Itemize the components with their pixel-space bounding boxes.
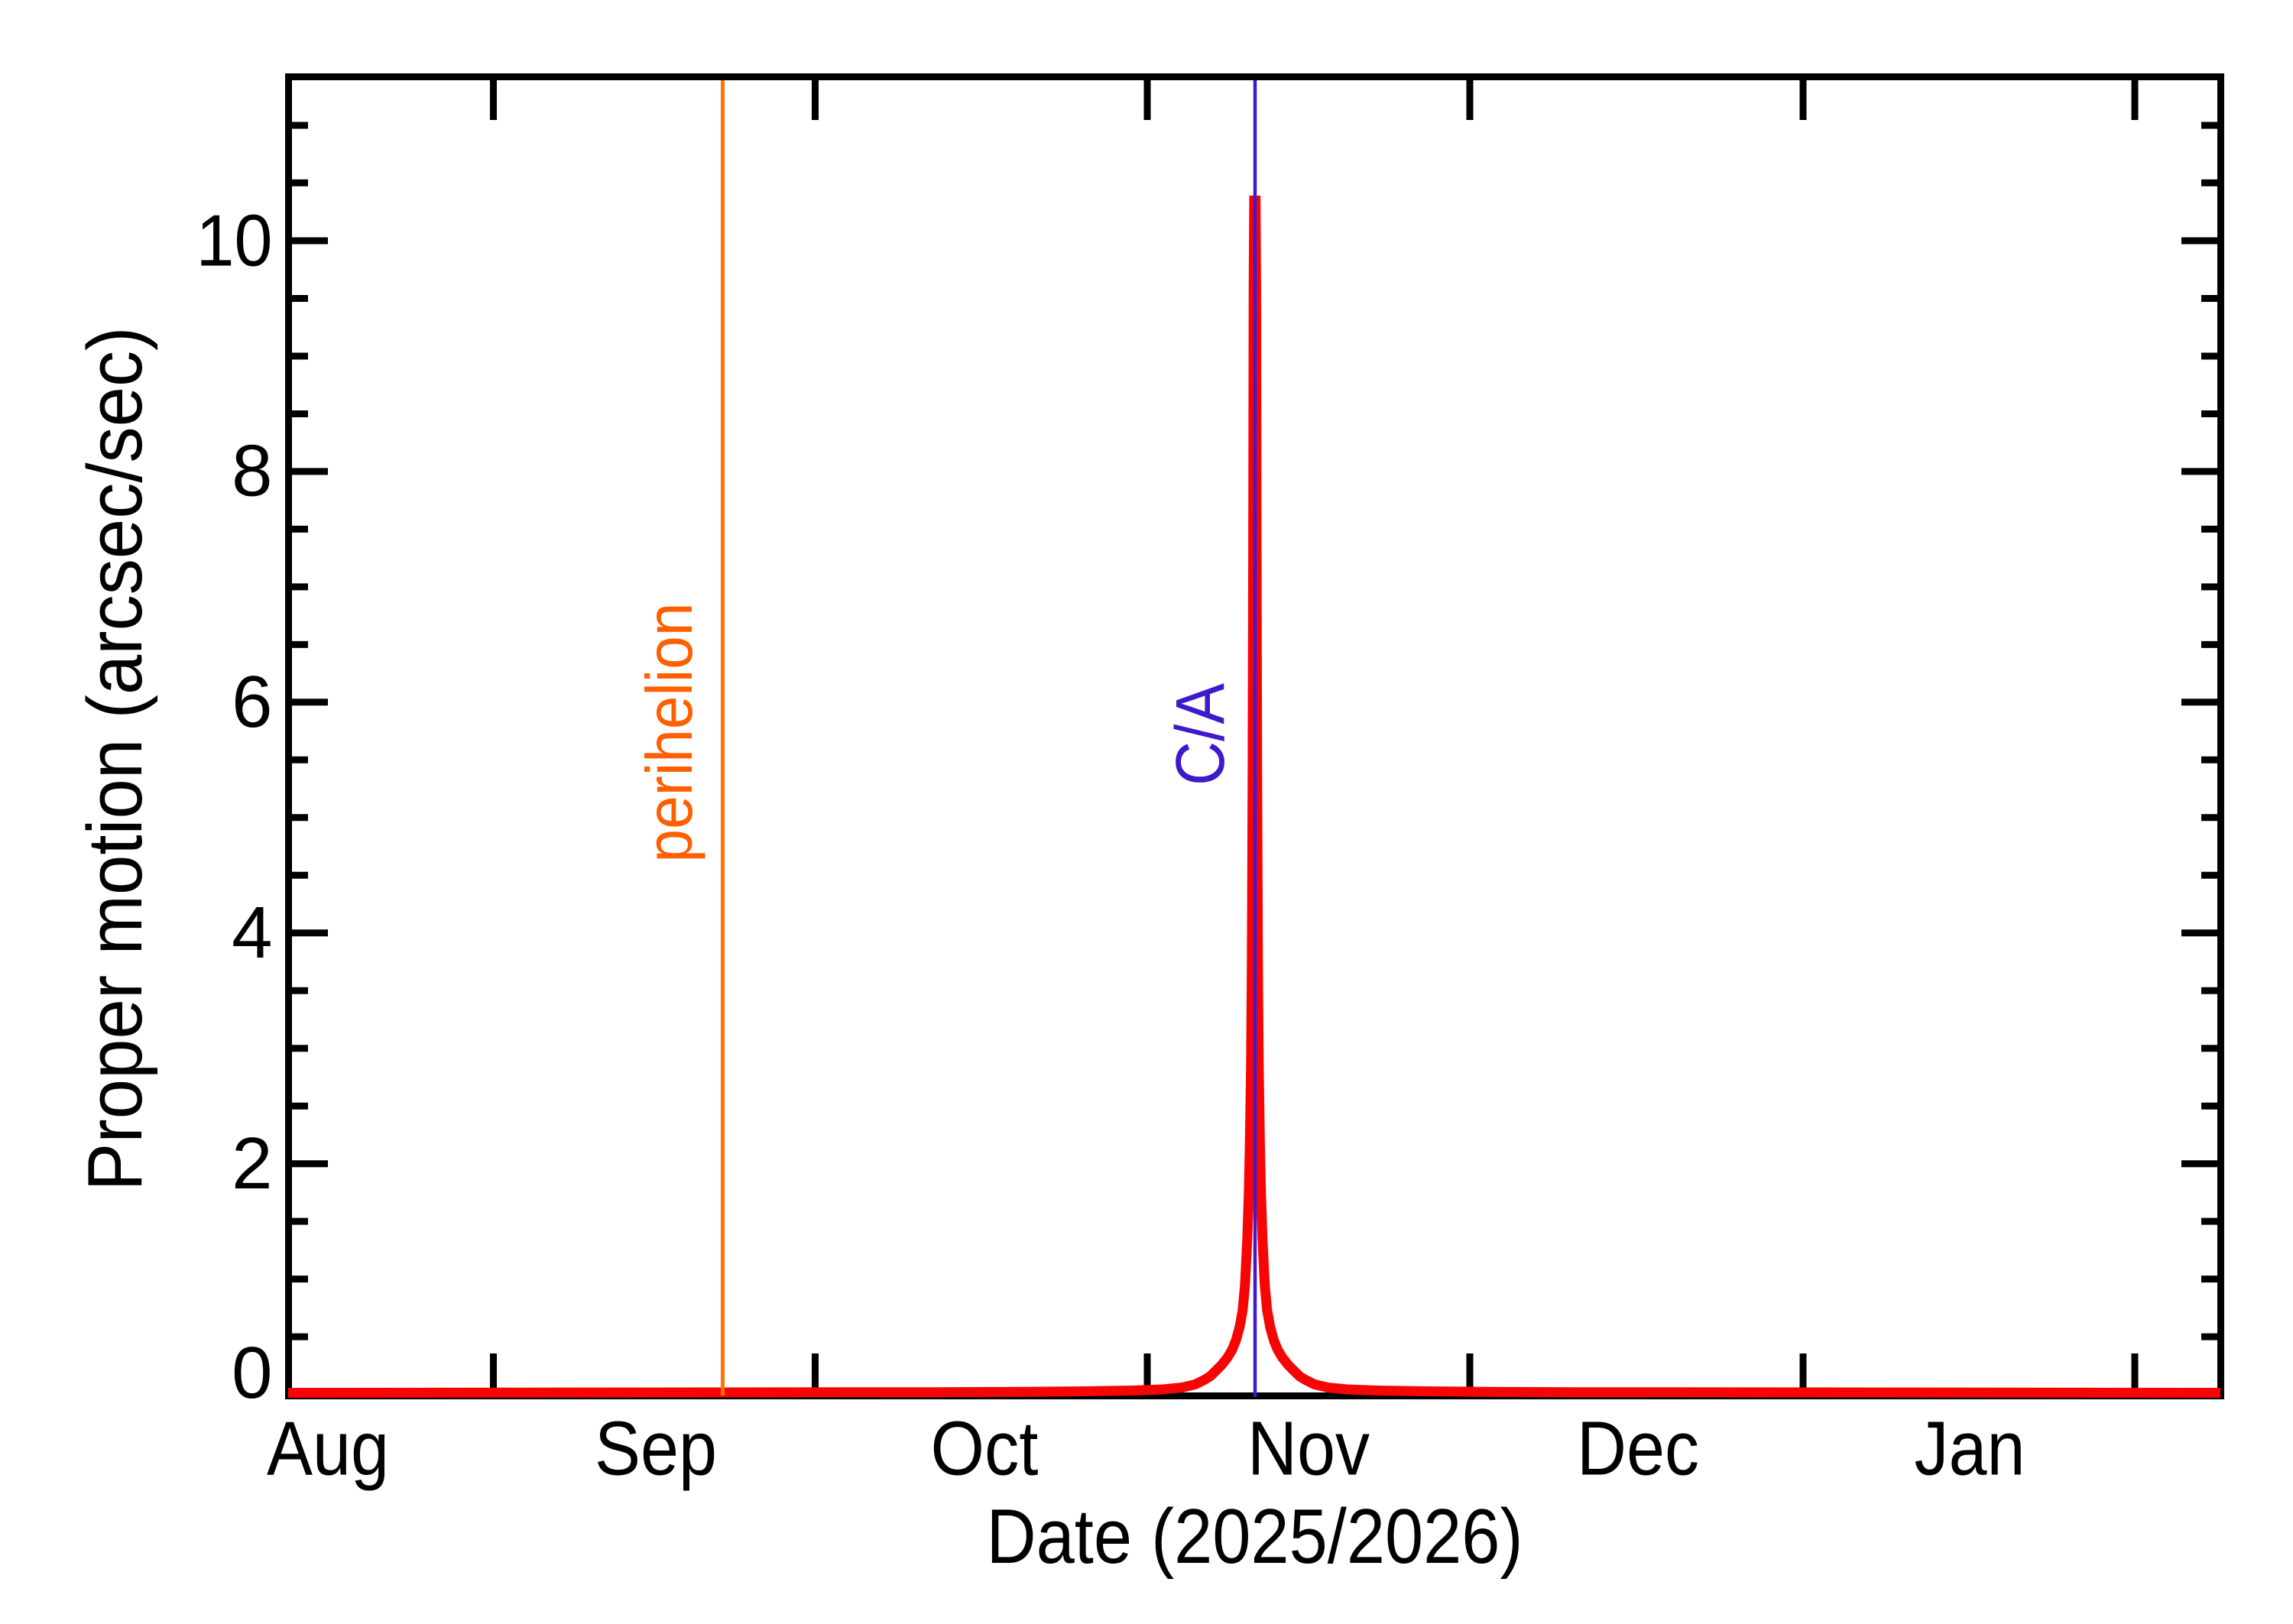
svg-text:Date (2025/2026): Date (2025/2026) — [987, 1494, 1523, 1580]
svg-text:0: 0 — [232, 1332, 272, 1414]
svg-text:Sep: Sep — [595, 1406, 717, 1492]
svg-text:Oct: Oct — [931, 1406, 1039, 1492]
svg-text:10: 10 — [196, 200, 273, 282]
svg-text:C/A: C/A — [1163, 683, 1239, 786]
svg-text:Nov: Nov — [1247, 1406, 1370, 1492]
svg-text:Proper motion (arcsec/sec): Proper motion (arcsec/sec) — [73, 327, 158, 1191]
svg-text:Dec: Dec — [1577, 1406, 1699, 1492]
svg-text:2: 2 — [232, 1123, 272, 1204]
svg-text:perihelion: perihelion — [634, 603, 706, 863]
svg-text:8: 8 — [232, 430, 272, 512]
svg-text:Jan: Jan — [1915, 1406, 2025, 1492]
svg-text:4: 4 — [232, 892, 272, 974]
svg-text:6: 6 — [232, 661, 272, 743]
svg-text:Aug: Aug — [267, 1406, 389, 1492]
